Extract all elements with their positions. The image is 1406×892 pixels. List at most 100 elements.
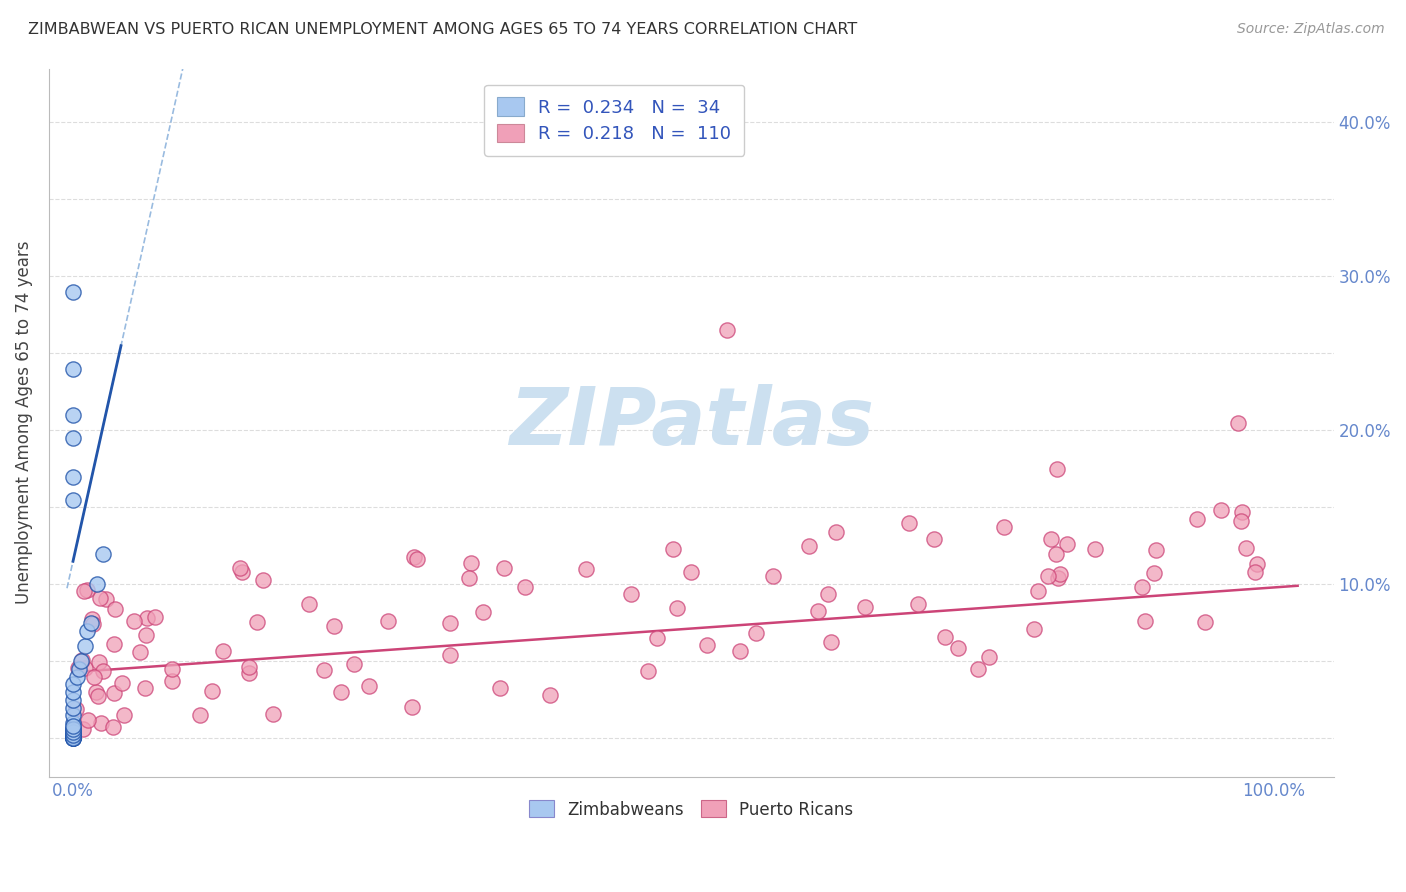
Point [716, 323, 738, 337]
Point [82, 617, 104, 632]
Point [112, 708, 135, 723]
Point [67, 662, 90, 676]
Text: Source: ZipAtlas.com: Source: ZipAtlas.com [1237, 22, 1385, 37]
Point [1049, 567, 1071, 582]
Point [62, 731, 84, 746]
Point [343, 657, 366, 671]
Point [1246, 557, 1268, 571]
Point [1211, 503, 1233, 517]
Point [262, 707, 284, 722]
Point [62, 431, 84, 445]
Point [922, 532, 945, 546]
Point [62, 725, 84, 739]
Point [238, 666, 260, 681]
Point [472, 605, 495, 619]
Point [1040, 532, 1063, 546]
Point [357, 679, 380, 693]
Point [62, 492, 84, 507]
Point [1046, 571, 1069, 585]
Point [91, 547, 114, 561]
Point [1135, 614, 1157, 628]
Point [62, 731, 84, 746]
Point [62, 727, 84, 741]
Point [1144, 543, 1167, 558]
Point [62, 708, 84, 723]
Text: ZIMBABWEAN VS PUERTO RICAN UNEMPLOYMENT AMONG AGES 65 TO 74 YEARS CORRELATION CH: ZIMBABWEAN VS PUERTO RICAN UNEMPLOYMENT … [28, 22, 858, 37]
Point [101, 720, 124, 734]
Point [439, 615, 461, 630]
Point [122, 615, 145, 629]
Point [62, 723, 84, 738]
Point [160, 661, 183, 675]
Point [515, 580, 537, 594]
Point [87, 689, 110, 703]
Point [83, 670, 105, 684]
Text: ZIPatlas: ZIPatlas [509, 384, 873, 462]
Point [637, 664, 659, 678]
Point [619, 587, 641, 601]
Point [212, 643, 235, 657]
Point [135, 627, 157, 641]
Point [62, 469, 84, 483]
Point [134, 681, 156, 696]
Point [575, 561, 598, 575]
Point [94, 591, 117, 606]
Point [1026, 584, 1049, 599]
Point [73, 661, 96, 675]
Point [229, 561, 252, 575]
Point [907, 597, 929, 611]
Point [76, 624, 98, 638]
Point [799, 539, 821, 553]
Point [492, 561, 515, 575]
Point [246, 615, 269, 629]
Point [1046, 462, 1069, 476]
Point [934, 630, 956, 644]
Point [252, 573, 274, 587]
Point [1084, 541, 1107, 556]
Point [82, 612, 104, 626]
Point [104, 602, 127, 616]
Point [72, 584, 94, 599]
Point [1024, 622, 1046, 636]
Point [1045, 548, 1067, 562]
Point [1230, 505, 1253, 519]
Point [762, 569, 785, 583]
Point [72, 722, 94, 736]
Point [160, 674, 183, 689]
Point [62, 677, 84, 691]
Point [62, 408, 84, 422]
Point [90, 716, 112, 731]
Point [87, 655, 110, 669]
Point [62, 285, 84, 299]
Point [62, 700, 84, 714]
Point [898, 516, 921, 530]
Point [111, 676, 134, 690]
Point [84, 685, 107, 699]
Point [728, 644, 751, 658]
Point [662, 542, 685, 557]
Point [62, 731, 84, 746]
Point [89, 591, 111, 606]
Point [62, 361, 84, 376]
Point [460, 557, 482, 571]
Point [62, 685, 84, 699]
Point [62, 721, 84, 735]
Point [77, 714, 100, 728]
Point [665, 601, 688, 615]
Point [696, 638, 718, 652]
Point [314, 664, 336, 678]
Point [62, 716, 84, 731]
Point [946, 640, 969, 655]
Point [1185, 512, 1208, 526]
Point [66, 661, 89, 675]
Point [1194, 615, 1216, 630]
Point [402, 549, 425, 564]
Point [745, 625, 768, 640]
Point [1056, 537, 1078, 551]
Point [62, 722, 84, 736]
Point [825, 525, 848, 540]
Point [1234, 541, 1257, 556]
Point [377, 614, 399, 628]
Point [807, 604, 830, 618]
Point [103, 637, 125, 651]
